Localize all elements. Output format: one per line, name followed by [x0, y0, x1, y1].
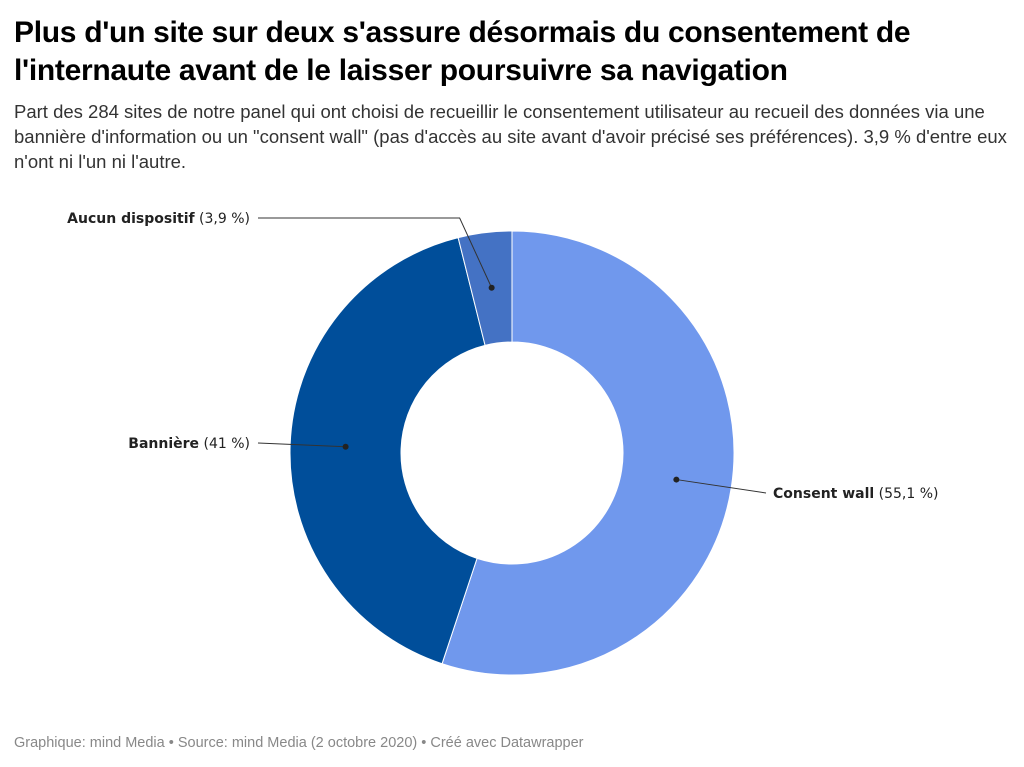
slice-label-value: (41 %) [199, 436, 250, 452]
slice-label-name: Consent wall [773, 486, 874, 502]
chart-subtitle: Part des 284 sites de notre panel qui on… [14, 101, 1007, 172]
slice-aucun-dispositif [457, 230, 513, 346]
slice-label-name: Bannière [128, 436, 199, 452]
slice-marker-aucun-dispositif [488, 284, 495, 291]
chart-footer: Graphique: mind Media • Source: mind Med… [14, 735, 584, 751]
chart-header: Plus d'un site sur deux s'assure désorma… [14, 14, 1014, 174]
slice-consent-wall [441, 230, 735, 676]
donut-slices [289, 230, 735, 676]
leader-line-banniere [257, 442, 346, 448]
slice-label-aucun-dispositif: Aucun dispositif (3,9 %) [67, 211, 250, 227]
slice-label-value: (55,1 %) [874, 486, 938, 502]
slice-label-consent-wall: Consent wall (55,1 %) [773, 486, 939, 502]
chart-title: Plus d'un site sur deux s'assure désorma… [14, 16, 911, 87]
donut-labels: Consent wall (55,1 %) Bannière (41 %) Aucu… [67, 211, 938, 502]
leader-line-aucun-dispositif [258, 217, 493, 288]
slice-banniere [289, 237, 486, 665]
slice-label-value: (3,9 %) [195, 211, 250, 227]
slice-label-banniere: Bannière (41 %) [128, 436, 250, 452]
slice-marker-consent-wall [673, 476, 680, 483]
slice-label-name: Aucun dispositif [67, 211, 195, 227]
leader-line-consent-wall [676, 479, 767, 494]
slice-marker-banniere [342, 443, 349, 450]
